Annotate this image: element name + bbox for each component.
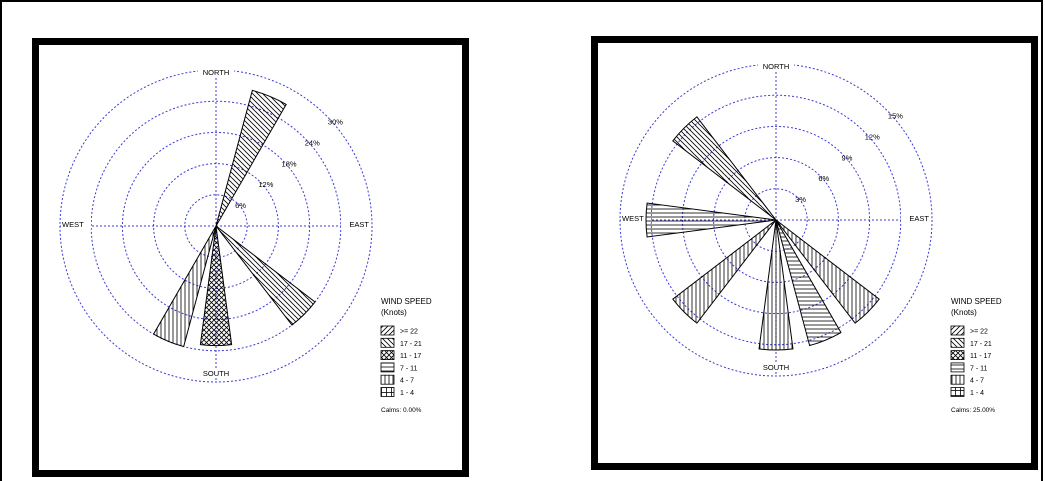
wind-rose-panel-right: NORTH EAST SOUTH WEST 3% 6% 9% 12% 15% WIND SPEED… [591,36,1038,470]
legend-swatch-17-21 [380,337,395,348]
direction-label-bg-north [198,67,234,77]
legend-subtitle: (Knots) [951,308,977,317]
legend-swatch-11-17 [950,350,965,361]
wind-rose-chart-left: NORTH EAST SOUTH WEST 6% 12% 18% 24% 30% WIND SPE… [59,67,432,414]
petal-1 [215,225,316,326]
legend-swatch-7-11 [950,362,965,373]
direction-label-east: EAST [909,214,929,223]
wind-rose-chart-right: NORTH EAST SOUTH WEST 3% 6% 9% 12% 15% WIND SPEED… [619,61,1002,414]
wind-rose-panel-left: NORTH EAST SOUTH WEST 6% 12% 18% 24% 30% WIND SPE… [32,38,469,477]
legend-label-1-4: 1 - 4 [400,390,414,397]
direction-label-bg-south [758,362,794,372]
direction-label-west: WEST [62,220,84,229]
calms-label: Calms: 0.00% [381,407,422,414]
petal-2 [758,219,794,351]
legend-swatch-1-4 [950,387,965,397]
legend-swatch-22 [380,325,395,336]
direction-label-bg-north [758,61,794,71]
calms-label: Calms: 25.00% [951,407,995,414]
ring-label-5: 30% [328,118,343,127]
ring-label-3: 18% [282,159,297,168]
legend-label-7-11: 7 - 11 [970,365,987,372]
ring-label-1: 3% [795,195,806,204]
legend-label-17-21: 17 - 21 [400,341,422,348]
legend-label-22: >= 22 [970,329,988,336]
legend-label-11-17: 11 - 17 [400,353,421,360]
petal-1 [775,219,842,347]
petal-3 [672,219,777,324]
direction-label-bg-west [61,219,91,229]
ring-label-5: 15% [888,112,903,121]
legend-label-1-4: 1 - 4 [970,390,984,397]
petal-0 [215,89,287,227]
legend-label-4-7: 4 - 7 [970,378,984,385]
direction-label-west: WEST [622,214,644,223]
direction-label-south: SOUTH [203,369,229,378]
direction-label-north: NORTH [203,68,230,77]
petal-3 [152,225,217,348]
ring-label-4: 12% [865,132,880,141]
legend-label-11-17: 11 - 17 [970,353,991,360]
direction-label-bg-west [621,213,651,223]
legend-label-7-11: 7 - 11 [400,365,417,372]
legend-title: WIND SPEED [951,297,1002,306]
petal-5 [672,116,777,221]
ring-label-4: 24% [305,138,320,147]
ring-label-2: 12% [258,180,273,189]
direction-label-south: SOUTH [763,363,789,372]
direction-label-east: EAST [349,220,369,229]
legend-swatch-4-7 [380,374,395,385]
petal-0 [775,219,880,324]
ring-label-3: 9% [842,153,853,162]
legend-swatch-11-17 [380,350,395,361]
legend-label-22: >= 22 [400,329,418,336]
petal-2 [199,225,233,347]
direction-label-north: NORTH [763,62,790,71]
ring-label-2: 6% [818,174,829,183]
legend-subtitle: (Knots) [381,308,407,317]
direction-label-bg-east [901,213,931,223]
legend-swatch-22 [950,325,965,336]
legend-swatch-1-4 [380,387,395,397]
legend-swatch-7-11 [380,362,395,373]
legend-title: WIND SPEED [381,297,432,306]
petal-4 [645,202,777,238]
legend-label-4-7: 4 - 7 [400,378,414,385]
legend-label-17-21: 17 - 21 [970,341,992,348]
ring-label-1: 6% [235,201,246,210]
direction-label-bg-south [198,368,234,378]
direction-label-bg-east [341,219,371,229]
legend-swatch-4-7 [950,374,965,385]
legend-swatch-17-21 [950,337,965,348]
